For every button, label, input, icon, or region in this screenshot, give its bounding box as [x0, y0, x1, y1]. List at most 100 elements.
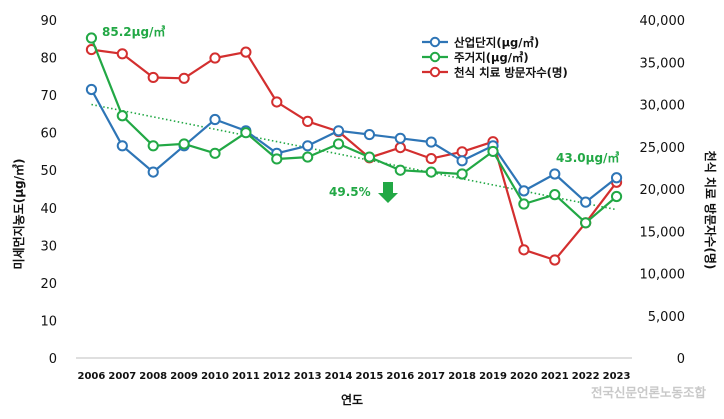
- x-tick-label: 2023: [603, 371, 631, 382]
- y-tick-label-right: 40,000: [640, 14, 686, 29]
- x-axis-ticks: 2006 2007 2008 2009 2010 2011 2012 2013 2014 2015…: [78, 371, 631, 382]
- data-point: [332, 138, 345, 150]
- legend-label: 산업단지(μg/㎥): [454, 36, 539, 50]
- series-line: [90, 88, 618, 204]
- series-2: [85, 43, 623, 266]
- y-tick-label-left: 10: [40, 314, 57, 329]
- x-axis-label: 연도: [341, 392, 363, 407]
- x-tick-label: 2015: [356, 371, 384, 382]
- series-line: [91, 48, 618, 262]
- data-point: [518, 244, 530, 256]
- x-tick-label: 2006: [78, 371, 106, 382]
- data-point: [178, 138, 190, 150]
- data-point: [518, 198, 530, 210]
- x-tick-label: 2009: [170, 371, 198, 382]
- down-arrow-icon: [378, 182, 398, 203]
- y-tick-label-right: 5,000: [648, 310, 685, 325]
- data-point: [394, 141, 406, 154]
- y-tick-label-right: 0: [677, 352, 685, 367]
- y-tick-label-right: 10,000: [640, 268, 686, 283]
- y-tick-label-left: 40: [40, 202, 57, 217]
- data-point: [580, 196, 592, 208]
- data-point: [147, 166, 159, 178]
- x-tick-label: 2016: [386, 371, 414, 382]
- y-tick-label-right: 15,000: [640, 225, 686, 240]
- data-point: [456, 155, 468, 167]
- data-point: [240, 46, 252, 58]
- plot-area: [85, 32, 623, 266]
- x-tick-label: 2022: [572, 371, 600, 382]
- y-tick-label-left: 80: [40, 52, 57, 67]
- data-point: [116, 140, 128, 152]
- data-point: [549, 254, 561, 266]
- trendline: [91, 103, 617, 211]
- data-point: [302, 115, 314, 128]
- x-tick-label: 2019: [479, 371, 507, 382]
- data-point: [271, 153, 283, 165]
- data-point: [610, 190, 623, 203]
- data-point: [271, 96, 283, 108]
- data-point: [240, 127, 252, 139]
- y-tick-label-right: 35,000: [640, 56, 686, 71]
- legend-label: 주거지(μg/㎥): [454, 51, 529, 65]
- y-tick-label-left: 90: [40, 14, 57, 29]
- y-tick-label-left: 70: [40, 89, 57, 104]
- data-point: [456, 168, 468, 180]
- y-tick-label-right: 20,000: [640, 183, 686, 198]
- data-point: [425, 136, 437, 148]
- legend: 산업단지(μg/㎥)주거지(μg/㎥)천식 치료 방문자수(명): [422, 36, 568, 80]
- data-point: [116, 110, 128, 122]
- y-axis-right-ticks: 0 5,000 10,000 15,000 20,000 25,000 30,000 35,0…: [640, 14, 686, 367]
- data-point: [209, 52, 221, 64]
- x-tick-label: 2013: [294, 371, 322, 382]
- y-tick-label-right: 30,000: [640, 99, 686, 114]
- x-tick-label: 2008: [139, 371, 167, 382]
- data-point: [518, 185, 530, 197]
- data-point: [116, 48, 128, 60]
- data-point: [302, 151, 314, 163]
- data-point: [209, 113, 221, 126]
- legend-marker: [429, 66, 441, 78]
- data-point: [147, 71, 159, 84]
- y-tick-label-left: 20: [40, 277, 57, 292]
- y-tick-label-left: 30: [40, 239, 57, 254]
- y-tick-label-left: 0: [49, 352, 57, 367]
- x-tick-label: 2014: [325, 371, 353, 382]
- data-point: [332, 125, 345, 137]
- y-axis-label-right: 천식 치료 방문자수(명): [703, 151, 718, 270]
- reduction-annotation: 49.5%: [329, 185, 371, 199]
- data-point: [549, 189, 561, 201]
- watermark: 전국신문언론노동조합: [591, 385, 707, 400]
- data-point: [580, 217, 592, 229]
- x-tick-label: 2018: [448, 371, 476, 382]
- data-point: [487, 145, 499, 158]
- end-value-annotation: 43.0μg/㎥: [556, 150, 619, 165]
- data-point: [147, 140, 159, 152]
- data-point: [178, 72, 190, 84]
- x-tick-label: 2017: [417, 371, 445, 382]
- data-point: [363, 151, 376, 163]
- x-tick-label: 2010: [201, 371, 229, 382]
- data-point: [85, 32, 98, 44]
- x-tick-label: 2021: [541, 371, 569, 382]
- data-point: [456, 146, 468, 158]
- x-tick-label: 2011: [232, 371, 260, 382]
- data-point: [363, 128, 376, 141]
- data-point: [610, 172, 623, 184]
- data-point: [425, 152, 437, 165]
- data-point: [425, 166, 437, 178]
- x-tick-label: 2020: [510, 371, 538, 382]
- data-point: [209, 147, 221, 159]
- data-point: [394, 164, 406, 176]
- x-tick-label: 2007: [108, 371, 136, 382]
- legend-label: 천식 치료 방문자수(명): [454, 66, 568, 80]
- legend-marker: [429, 51, 441, 63]
- y-axis-label-left: 미세먼지농도(μg/㎥): [11, 158, 26, 269]
- y-tick-label-right: 25,000: [640, 141, 686, 156]
- series-1: [85, 32, 623, 229]
- data-point: [549, 168, 561, 180]
- legend-marker: [429, 36, 441, 48]
- y-tick-label-left: 50: [40, 164, 57, 179]
- x-tick-label: 2012: [263, 371, 291, 382]
